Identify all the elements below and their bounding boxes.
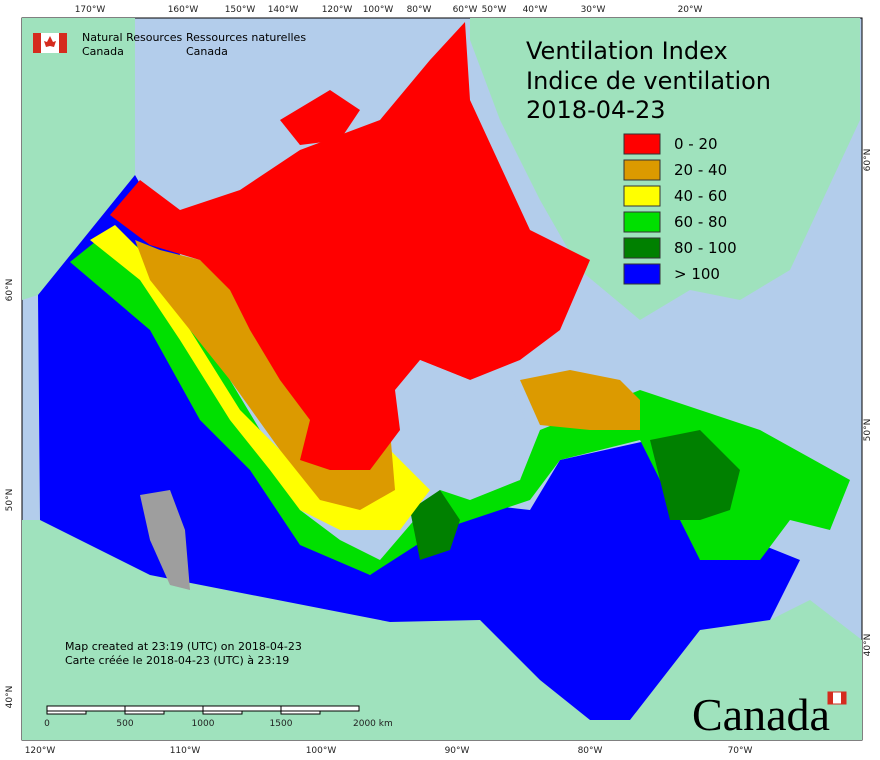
legend-label: 80 - 100 — [674, 239, 737, 257]
legend-swatch — [623, 237, 661, 259]
lon-label-top: 100°W — [363, 5, 394, 15]
lon-label-top: 150°W — [225, 5, 256, 15]
wordmark: Canada — [692, 689, 847, 740]
lon-label-top: 20°W — [678, 5, 703, 15]
lon-label-bottom: 90°W — [445, 746, 470, 756]
zone-red — [110, 22, 590, 470]
zone-red-island — [280, 90, 360, 145]
scale-label: 500 — [116, 719, 133, 729]
legend-label: 60 - 80 — [674, 213, 727, 231]
scale-segment — [46, 705, 126, 712]
lon-label-top: 80°W — [407, 5, 432, 15]
lon-label-top: 40°W — [523, 5, 548, 15]
scale-label: 2000 km — [353, 719, 393, 729]
footer-en: Map created at 23:19 (UTC) on 2018-04-23 — [65, 640, 302, 653]
scale-segment — [202, 705, 282, 712]
scale-label: 1500 — [270, 719, 293, 729]
lon-label-top: 170°W — [75, 5, 106, 15]
flag-band — [59, 33, 67, 53]
scale-label: 1000 — [192, 719, 215, 729]
greenland — [470, 18, 860, 320]
zone-yellow — [90, 225, 430, 530]
canada — [38, 22, 850, 720]
legend-label: 40 - 60 — [674, 187, 727, 205]
footer-fr: Carte créée le 2018-04-23 (UTC) à 23:19 — [65, 654, 289, 667]
lat-label-left: 50°N — [5, 489, 15, 512]
zone-darkgreen-2 — [410, 490, 460, 560]
legend-swatch — [623, 263, 661, 285]
graticule: 170°W 160°W 150°W 140°W 120°W 100°W 80°W 60°W 50… — [5, 5, 873, 756]
lon-label-top: 50°W — [482, 5, 507, 15]
wordmark-flag-band — [841, 692, 846, 704]
agency-en-2: Canada — [82, 45, 124, 58]
alaska — [22, 18, 135, 300]
zone-darkgreen — [650, 430, 740, 520]
lat-label-right: 60°N — [863, 149, 873, 172]
lon-label-bottom: 70°W — [728, 746, 753, 756]
legend-label: > 100 — [674, 265, 720, 283]
lon-label-bottom: 80°W — [578, 746, 603, 756]
zone-blue — [38, 175, 800, 720]
title-date: 2018-04-23 — [526, 96, 665, 124]
zone-green — [70, 230, 850, 575]
legend: 0 - 20 20 - 40 40 - 60 60 - 80 80 - 100 > 100 — [623, 133, 737, 285]
scale-bar: 0 500 1000 1500 2000 km — [44, 705, 393, 729]
logo: Natural Resources Canada Ressources natu… — [33, 31, 306, 58]
legend-label: 20 - 40 — [674, 161, 727, 179]
lat-label-left: 60°N — [5, 279, 15, 302]
usa — [22, 520, 862, 740]
lon-label-top: 30°W — [581, 5, 606, 15]
lon-label-top: 60°W — [453, 5, 478, 15]
agency-fr-2: Canada — [186, 45, 228, 58]
lat-label-right: 50°N — [863, 419, 873, 442]
hudson-bay — [395, 360, 530, 500]
lon-label-bottom: 110°W — [170, 746, 201, 756]
scale-segment — [280, 705, 360, 712]
scale-label: 0 — [44, 719, 50, 729]
scale-segment-half — [46, 710, 87, 715]
zone-red-island-2 — [460, 290, 520, 350]
lon-label-top: 160°W — [168, 5, 199, 15]
zone-orange-2 — [520, 370, 640, 430]
legend-swatch — [623, 133, 661, 155]
legend-swatch — [623, 159, 661, 181]
scale-segment-half — [202, 710, 243, 715]
maple-leaf — [44, 36, 56, 47]
lon-label-top: 140°W — [268, 5, 299, 15]
legend-swatch — [623, 211, 661, 233]
zone-nodata — [140, 490, 190, 590]
lon-label-top: 120°W — [322, 5, 353, 15]
lon-label-bottom: 100°W — [306, 746, 337, 756]
title-fr: Indice de ventilation — [526, 67, 771, 95]
scale-segment — [124, 705, 204, 712]
agency-fr: Ressources naturelles — [186, 31, 306, 44]
lat-label-right: 40°N — [863, 634, 873, 657]
title-en: Ventilation Index — [526, 37, 728, 65]
scale-segment-half — [280, 710, 321, 715]
neighbours — [22, 18, 862, 740]
wordmark-flag-band — [828, 692, 833, 704]
lat-label-left: 40°N — [5, 686, 15, 709]
lon-label-bottom: 120°W — [25, 746, 56, 756]
wordmark-text: Canada — [692, 689, 830, 740]
agency-en: Natural Resources — [82, 31, 183, 44]
legend-swatch — [623, 185, 661, 207]
legend-label: 0 - 20 — [674, 135, 718, 153]
scale-segment-half — [124, 710, 165, 715]
flag-band — [33, 33, 41, 53]
